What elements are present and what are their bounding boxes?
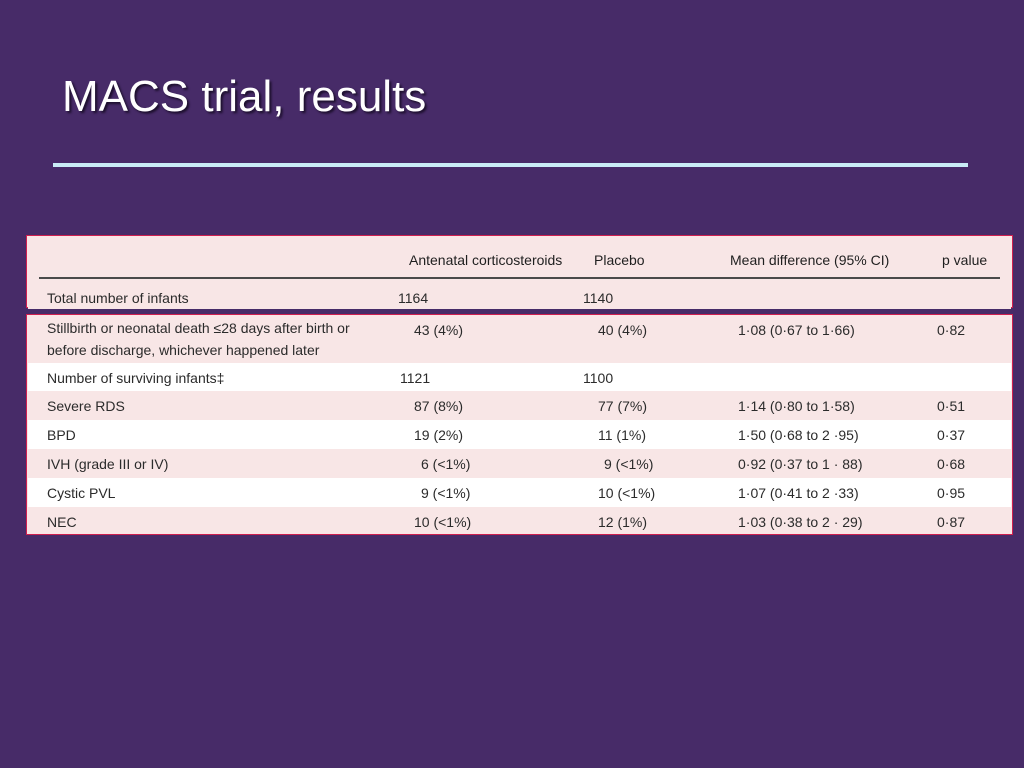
header-antenatal: Antenatal corticosteroids — [409, 252, 563, 268]
table-row: Cystic PVL 9 (<1%) 10 (<1%) 1·07 (0·41 t… — [28, 478, 1011, 507]
row-label: BPD — [47, 427, 76, 443]
table-body-panel: Stillbirth or neonatal death ≤28 days af… — [26, 314, 1013, 535]
row-mean-difference: 0·92 (0·37 to 1 · 88) — [738, 456, 863, 472]
table-row: Number of surviving infants‡ 1121 1100 — [28, 363, 1011, 391]
row-label: Total number of infants — [47, 290, 189, 306]
row-placebo: 40 (4%) — [598, 322, 648, 338]
table-row: NEC 10 (<1%) 12 (1%) 1·03 (0·38 to 2 · 2… — [28, 507, 1011, 534]
row-placebo: 9 (<1%) — [604, 456, 654, 472]
slide-title: MACS trial, results — [62, 72, 427, 121]
row-antenatal: 10 (<1%) — [414, 514, 472, 530]
row-p-value: 0·37 — [937, 427, 966, 443]
row-antenatal: 43 (4%) — [414, 322, 464, 338]
table-row-total: Total number of infants 1164 1140 — [28, 283, 1011, 309]
row-antenatal: 1121 — [400, 370, 431, 386]
table-header-panel: Antenatal corticosteroids Placebo Mean d… — [26, 235, 1013, 309]
row-mean-difference: 1·50 (0·68 to 2 ·95) — [738, 427, 859, 443]
table-row: BPD 19 (2%) 11 (1%) 1·50 (0·68 to 2 ·95)… — [28, 420, 1011, 449]
row-mean-difference: 1·07 (0·41 to 2 ·33) — [738, 485, 859, 501]
table-row: IVH (grade III or IV) 6 (<1%) 9 (<1%) 0·… — [28, 449, 1011, 478]
row-antenatal: 6 (<1%) — [421, 456, 471, 472]
row-antenatal: 1164 — [398, 290, 429, 306]
row-label: Cystic PVL — [47, 485, 116, 501]
row-mean-difference: 1·03 (0·38 to 2 · 29) — [738, 514, 863, 530]
row-antenatal: 19 (2%) — [414, 427, 464, 443]
row-antenatal: 87 (8%) — [414, 398, 464, 414]
row-mean-difference: 1·14 (0·80 to 1·58) — [738, 398, 855, 414]
row-p-value: 0·87 — [937, 514, 966, 530]
title-divider — [53, 163, 968, 167]
row-label: Number of surviving infants‡ — [47, 370, 225, 386]
row-placebo: 10 (<1%) — [598, 485, 656, 501]
row-p-value: 0·82 — [937, 322, 966, 338]
row-p-value: 0·95 — [937, 485, 966, 501]
row-label: Severe RDS — [47, 398, 125, 414]
table-row: Severe RDS 87 (8%) 77 (7%) 1·14 (0·80 to… — [28, 391, 1011, 420]
row-label: IVH (grade III or IV) — [47, 456, 169, 472]
header-mean-difference: Mean difference (95% CI) — [730, 252, 890, 268]
table-header-row: Antenatal corticosteroids Placebo Mean d… — [39, 236, 1000, 279]
table-row: Stillbirth or neonatal death ≤28 days af… — [28, 315, 1011, 363]
row-antenatal: 9 (<1%) — [421, 485, 471, 501]
row-label: Stillbirth or neonatal death ≤28 days af… — [47, 320, 350, 358]
row-placebo: 12 (1%) — [598, 514, 648, 530]
row-placebo: 11 (1%) — [598, 427, 646, 443]
row-placebo: 77 (7%) — [598, 398, 648, 414]
row-p-value: 0·51 — [937, 398, 966, 414]
row-placebo: 1100 — [583, 370, 614, 386]
row-p-value: 0·68 — [937, 456, 966, 472]
header-placebo: Placebo — [594, 252, 645, 268]
row-label: NEC — [47, 514, 77, 530]
row-placebo: 1140 — [583, 290, 614, 306]
header-p-value: p value — [942, 252, 988, 268]
row-mean-difference: 1·08 (0·67 to 1·66) — [738, 322, 855, 338]
